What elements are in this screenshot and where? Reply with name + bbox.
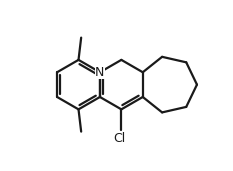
- Text: Cl: Cl: [113, 132, 126, 145]
- Text: N: N: [95, 66, 105, 79]
